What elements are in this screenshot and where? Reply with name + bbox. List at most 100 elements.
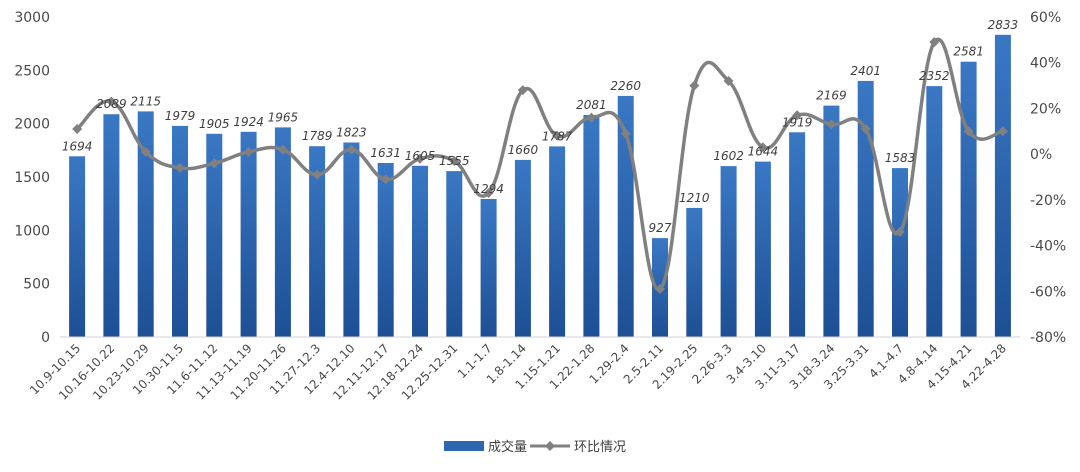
- bar: [309, 146, 326, 337]
- bar: [617, 95, 634, 338]
- data-label: 1924: [233, 115, 264, 129]
- data-label: 2581: [953, 45, 984, 59]
- bar: [206, 133, 223, 337]
- legend-line-marker: [545, 441, 555, 451]
- line-marker: [723, 76, 734, 86]
- y-right-tick: -40%: [1030, 239, 1066, 255]
- y-axis-left: 0 500 1000 1500 2000 2500 3000: [14, 10, 50, 346]
- line-marker: [689, 80, 700, 91]
- data-label: 2401: [850, 64, 881, 78]
- line-marker: [963, 126, 974, 137]
- data-label: 1919: [782, 115, 813, 129]
- data-label: 1905: [199, 117, 230, 131]
- bar: [789, 132, 806, 337]
- y-right-tick: 20%: [1030, 101, 1061, 117]
- bar: [240, 131, 257, 337]
- line-marker: [415, 153, 425, 164]
- y-right-tick: -80%: [1030, 330, 1066, 346]
- legend-bar-label: 成交量: [488, 439, 527, 455]
- data-label: 1210: [679, 191, 710, 205]
- bar: [857, 80, 874, 338]
- data-label: 1789: [302, 129, 333, 143]
- line-marker: [175, 162, 185, 173]
- data-label: 2833: [988, 18, 1019, 32]
- y-left-tick: 500: [23, 277, 50, 293]
- bar: [823, 105, 840, 337]
- bar: [377, 163, 394, 337]
- line-marker: [792, 110, 803, 121]
- bar: [480, 199, 497, 337]
- bars: [69, 34, 1011, 338]
- y-left-tick: 3000: [14, 10, 50, 26]
- line-marker: [929, 37, 940, 48]
- y-left-tick: 2500: [14, 63, 50, 79]
- data-label: 927: [649, 221, 672, 235]
- line-marker: [620, 128, 631, 139]
- bar: [343, 142, 360, 337]
- line-marker: [72, 124, 83, 134]
- line-series: [72, 37, 1008, 294]
- data-label: 2081: [576, 98, 607, 112]
- data-label: 1294: [473, 182, 504, 196]
- legend-line-label: 环比情况: [574, 440, 626, 455]
- line-marker: [483, 188, 494, 198]
- bar: [720, 166, 737, 337]
- line-marker: [346, 144, 357, 155]
- data-label: 1823: [336, 126, 367, 140]
- line-marker: [586, 112, 597, 123]
- bar: [274, 127, 291, 338]
- line-marker: [517, 85, 528, 96]
- y-right-tick: 60%: [1030, 10, 1061, 26]
- line-marker: [449, 156, 460, 166]
- bar: [960, 61, 977, 337]
- data-label: 1787: [542, 129, 573, 143]
- x-axis: 10.9-10.1510.16-10.2210.23-10.2910.30-11…: [27, 336, 1020, 403]
- line-marker: [997, 126, 1008, 137]
- data-label: 1660: [508, 143, 539, 157]
- data-label: 1605: [405, 149, 436, 163]
- data-label: 2115: [130, 94, 161, 108]
- line-marker: [895, 226, 905, 237]
- y-left-tick: 1000: [14, 223, 50, 239]
- data-label: 2260: [610, 79, 641, 93]
- data-label: 1583: [885, 151, 916, 165]
- bar: [583, 115, 600, 337]
- line-marker: [243, 146, 254, 157]
- data-label: 1694: [62, 139, 93, 153]
- bar: [172, 125, 188, 338]
- bar: [686, 207, 703, 337]
- data-label: 1644: [748, 145, 779, 159]
- y-left-tick: 2000: [14, 117, 50, 133]
- y-right-tick: 40%: [1030, 56, 1061, 72]
- y-right-tick: 0%: [1030, 147, 1052, 163]
- bar: [926, 86, 943, 337]
- line-marker: [380, 174, 391, 185]
- bar: [137, 111, 154, 338]
- bar: [412, 165, 428, 337]
- legend: 成交量 环比情况: [444, 439, 626, 455]
- line-marker: [655, 284, 665, 294]
- data-label: 2352: [919, 69, 950, 83]
- bar: [892, 168, 908, 337]
- y-right-tick: -20%: [1030, 193, 1066, 209]
- data-label: 1602: [713, 149, 744, 163]
- y-left-tick: 0: [41, 330, 50, 346]
- data-label: 1979: [165, 109, 196, 123]
- data-label: 2169: [816, 89, 847, 103]
- line-marker: [312, 169, 323, 180]
- line-marker: [552, 130, 563, 141]
- data-label: 1965: [268, 110, 299, 124]
- legend-bar-swatch: [444, 441, 484, 451]
- line-marker: [277, 144, 288, 155]
- line-marker: [757, 142, 768, 153]
- line-marker: [826, 119, 837, 130]
- y-right-tick: -60%: [1030, 284, 1066, 300]
- y-axis-right: -80% -60% -40% -20% 0% 20% 40% 60%: [1030, 10, 1066, 346]
- line-marker: [140, 146, 151, 157]
- bar: [549, 146, 566, 337]
- y-left-tick: 1500: [14, 170, 50, 186]
- bar: [103, 114, 120, 337]
- bar: [446, 171, 463, 337]
